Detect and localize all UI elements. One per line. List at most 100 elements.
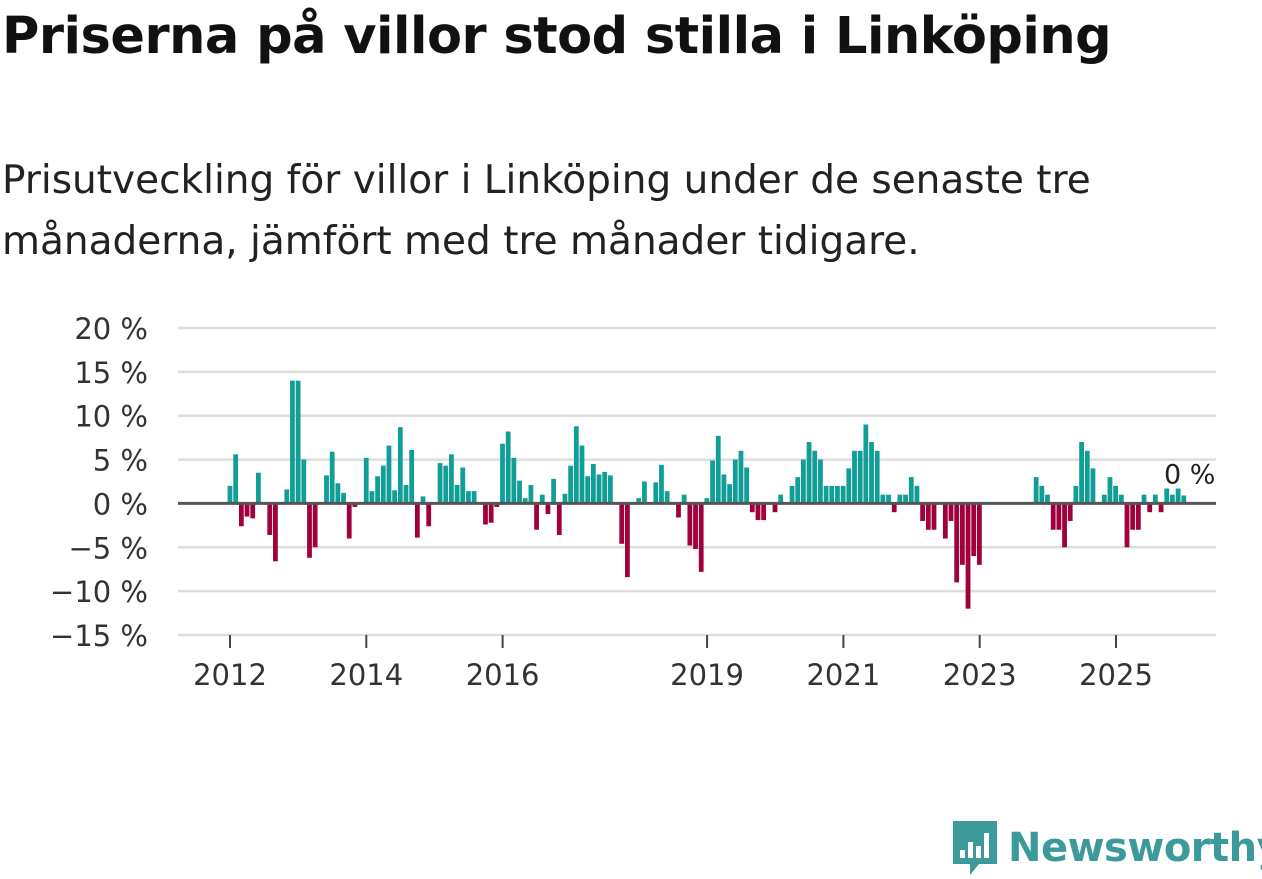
bar [942,503,948,539]
bar [409,449,415,504]
bar [295,380,301,504]
bar [1113,485,1119,504]
bar [886,494,891,504]
bar [908,477,914,504]
bar [755,503,761,521]
bar [891,503,897,513]
chart-subtitle: Prisutveckling för villor i Linköping un… [2,158,1091,264]
bar [1050,503,1056,530]
bar [948,503,954,521]
bar [227,485,233,504]
bar [727,484,732,504]
y-tick-label: 5 % [93,444,148,478]
bar [1170,494,1175,504]
bar [545,503,551,514]
bar [636,498,642,504]
bar [363,457,369,504]
x-axis-ticks: 2012 2014 2016 2019 2021 2023 2025 [193,635,1153,692]
bar [403,485,409,504]
bar [307,503,312,558]
bar [420,496,426,504]
bar [653,482,659,504]
bar [863,424,869,504]
bar [1067,503,1073,521]
y-tick-label: 20 % [74,312,148,346]
bar [505,431,511,504]
bar [312,503,318,548]
bar [602,471,608,504]
bar [835,485,840,504]
bar [1062,503,1067,548]
bar [244,503,250,517]
bar [1147,503,1153,513]
bar [687,503,693,546]
bar [1118,494,1124,504]
x-tick-label: 2019 [670,658,744,692]
bar [823,485,829,504]
bar [1158,503,1164,513]
bar [414,503,420,538]
bar [568,465,574,504]
bar [761,503,767,521]
bar [517,480,522,504]
y-tick-label: −5 % [68,531,148,565]
bar [710,460,715,504]
bar [704,498,710,504]
newsworthy-logo[interactable]: Newsworthy [950,818,1262,878]
bar [301,459,307,504]
bar [562,493,568,504]
bar [1039,485,1045,504]
bar [551,478,556,504]
bar [681,494,687,504]
bar [1090,468,1096,504]
bar [642,481,647,504]
bar [801,459,806,504]
bar [494,503,500,507]
bar [1045,494,1050,504]
bar [273,503,278,562]
bar [341,492,346,504]
bar [829,485,835,504]
bar [369,491,375,504]
bar [397,427,403,504]
bar [1141,494,1147,504]
bar [721,474,727,504]
bar [931,503,937,530]
bar [1135,503,1141,530]
bar [852,450,857,504]
bar [903,494,908,504]
bar [778,494,784,504]
bars [227,380,1187,609]
bar [511,457,517,504]
x-tick-label: 2016 [466,658,540,692]
bar [880,494,886,504]
bar [290,380,295,504]
bar [471,491,477,504]
bar [1073,485,1079,504]
bar [1181,495,1187,504]
bar [590,463,596,504]
bar [380,465,386,504]
bar [744,467,750,504]
bar [488,503,494,523]
bar [693,503,698,550]
bar [329,451,335,504]
bar [233,454,239,504]
bar [392,490,398,504]
bar [869,442,874,504]
bar [954,503,960,583]
bar [284,489,290,504]
bar [925,503,931,530]
bar [625,503,630,578]
bar [500,443,505,504]
chart-title: Priserna på villor stod stilla i Linköpi… [2,7,1112,66]
bar [1152,494,1158,504]
bar [698,503,704,572]
x-tick-label: 2014 [329,658,403,692]
bar [1124,503,1130,548]
brand-name: Newsworthy [1008,825,1262,871]
y-tick-label: 0 % [93,487,148,521]
bar [1107,477,1113,504]
bar [965,503,971,609]
bar [795,477,801,504]
